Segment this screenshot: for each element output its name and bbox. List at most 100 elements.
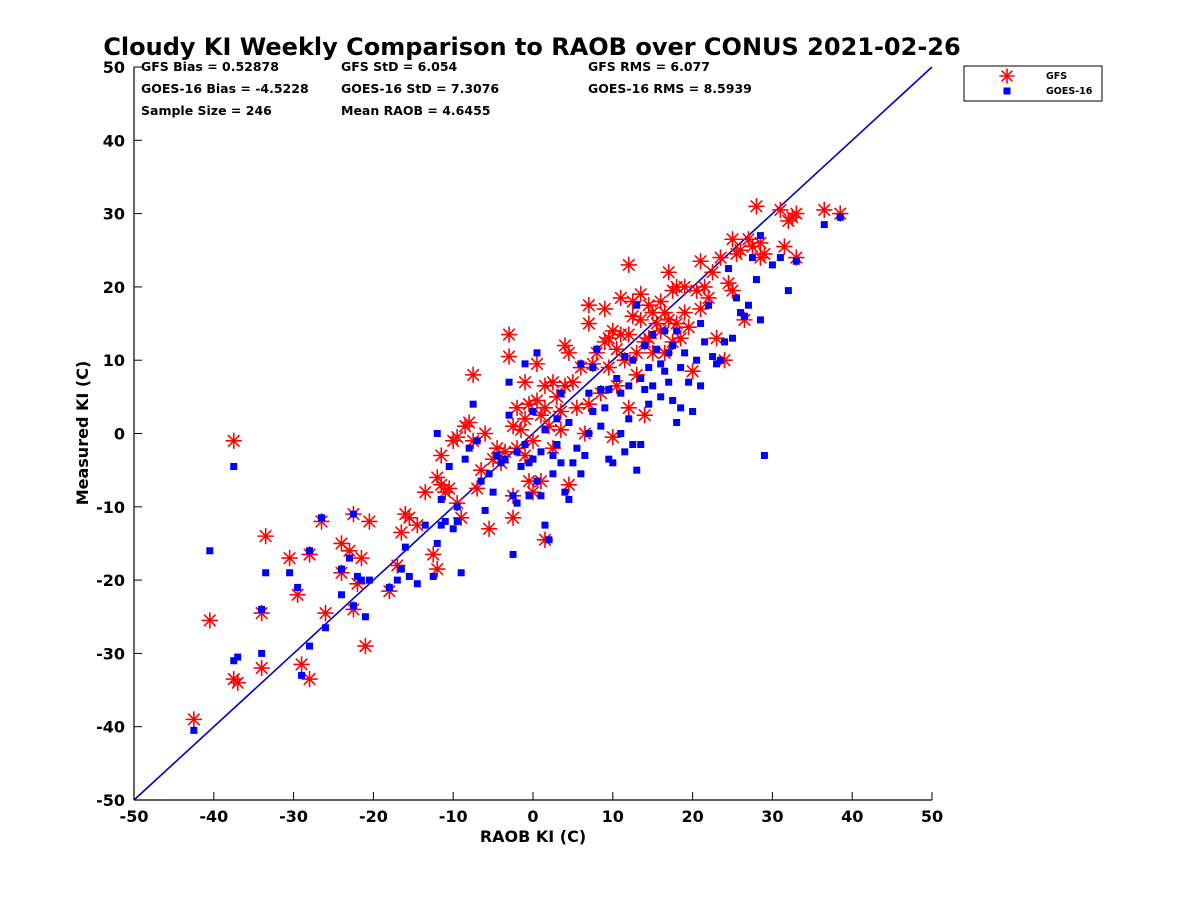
goes-point [641,342,649,350]
stat-gfs-rms: GFS RMS = 6.077 [588,59,710,74]
goes-point [593,345,601,353]
gfs-point [253,659,270,677]
gfs-point [604,428,622,446]
goes-point [493,451,501,459]
gfs-point [201,612,219,629]
gfs-point [401,509,418,527]
gfs-point [257,527,274,545]
goes-point [589,364,597,372]
goes-point [537,492,545,500]
gfs-point [652,322,669,340]
gfs-point [512,421,530,439]
goes-point [633,466,641,474]
legend-gfs-asterisk [999,68,1015,84]
goes-point [637,375,645,383]
stat-sample-size: Sample Size = 246 [141,103,272,118]
x-tick-label: 40 [841,807,863,826]
goes-point [385,583,393,591]
goes-point [721,338,729,346]
goes-point [521,360,529,368]
y-tick-label: 20 [103,278,125,297]
gfs-point [185,711,203,728]
gfs-point [229,674,247,692]
goes-point [784,287,792,295]
goes-point [461,455,469,463]
goes-point [485,470,493,478]
legend: GFS GOES-16 [963,65,1103,102]
goes-point [768,261,776,269]
goes-point [597,422,605,430]
goes-point [677,364,685,372]
goes-point [477,477,485,485]
gfs-point [516,447,534,464]
y-axis-ticks: -50 -40 -30 -20 -10 0 10 20 30 40 50 [96,58,142,810]
goes-point [533,349,541,357]
gfs-point [440,480,458,497]
gfs-point [712,249,729,266]
gfs-point [620,399,638,417]
gfs-point [680,318,697,336]
goes-point [433,430,441,437]
goes-point [465,444,473,452]
goes-point [617,430,625,437]
gfs-point [544,373,562,391]
goes-point [298,671,306,679]
gfs-point [628,344,646,362]
y-tick-label: 10 [103,351,125,370]
y-tick-label: 50 [103,58,125,77]
goes-point [449,525,457,533]
gfs-point [353,549,370,567]
goes-point [657,393,665,401]
x-tick-label: 30 [761,807,783,826]
goes-point [349,602,357,610]
x-tick-label: -40 [199,807,228,826]
gfs-point [788,205,805,222]
gfs-point [416,483,434,501]
goes-point [673,419,681,427]
goes-point [501,455,509,463]
goes-point [230,462,238,470]
gfs-point [632,311,650,329]
gfs-point [672,329,689,347]
gfs-point [740,230,757,248]
goes-point [505,378,513,386]
gfs-point [660,263,677,281]
goes-point [637,440,645,448]
goes-point [306,642,314,650]
gfs-point [528,392,546,409]
gfs-point [708,329,725,347]
gfs-point [552,403,570,420]
goes-point [469,400,477,408]
gfs-point [580,315,598,332]
goes-point [549,451,557,459]
gfs-point [301,670,318,688]
stat-gfs-bias: GFS Bias = 0.52878 [141,59,279,74]
goes-point [756,232,764,240]
goes-point [286,569,294,577]
gfs-point [696,278,713,296]
gfs-point [281,549,298,567]
x-tick-label: 20 [681,807,703,826]
stats-block: GFS Bias = 0.52878 GFS StD = 6.054 GFS R… [141,59,752,118]
goes-point [681,349,689,357]
gfs-point [516,373,534,391]
goes-point [581,451,589,459]
gfs-point [472,461,490,479]
y-axis-label: Measured KI (C) [73,361,92,506]
gfs-point [408,516,426,534]
gfs-point [600,329,618,347]
gfs-point [468,480,486,497]
gfs-point [508,399,526,417]
goes-point [437,521,445,529]
x-tick-label: -30 [279,807,308,826]
gfs-point [560,344,578,362]
goes-point [190,726,198,734]
goes-point [206,547,214,555]
goes-point [701,338,709,346]
goes-point [565,495,573,503]
goes-point [669,342,677,350]
goes-point [729,334,736,342]
goes-point [230,657,238,665]
goes-point [744,301,752,309]
goes-point [521,440,529,448]
